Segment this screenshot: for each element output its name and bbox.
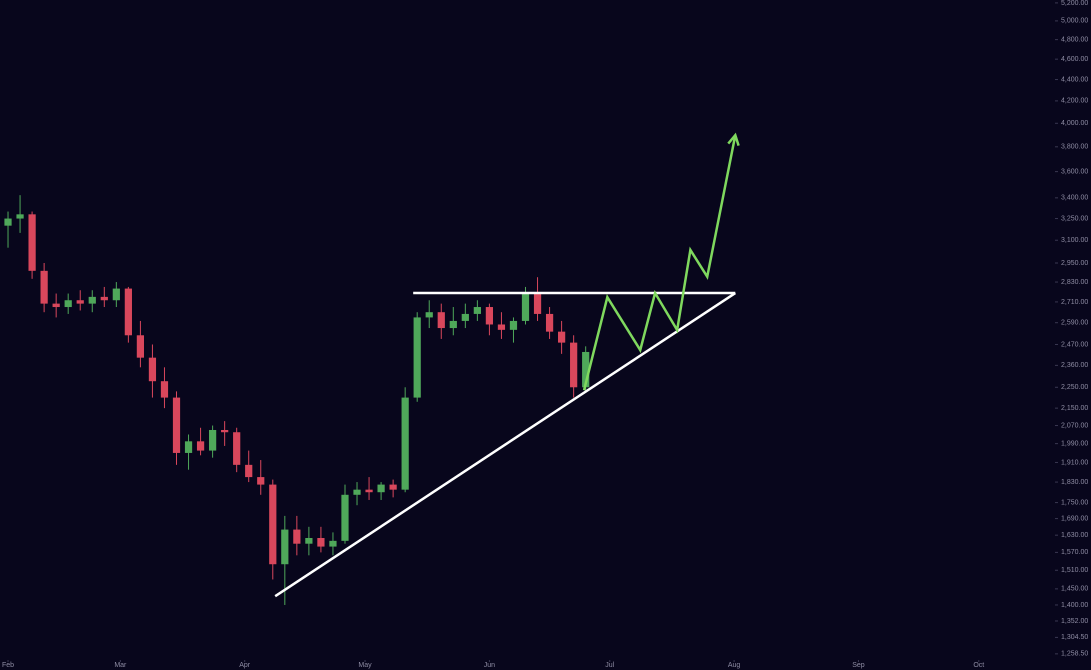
candle-body [100,296,108,301]
y-tick-label: 1,400.00 [1061,602,1088,609]
y-tick-label: 4,800.00 [1061,36,1088,43]
candle-body [570,342,578,388]
y-tick-label: 1,450.00 [1061,586,1088,593]
candle-body [533,293,542,314]
candle-body [449,320,457,329]
x-tick-label: Jun [484,662,495,669]
candle-body [305,538,313,544]
candle-body [413,317,421,398]
candle-body [341,494,349,541]
y-tick-label: 1,570.00 [1061,549,1088,556]
candle-body [245,464,253,478]
x-tick-label: Sep [852,662,865,669]
y-tick-label: 3,400.00 [1061,195,1088,202]
candle-body [52,303,60,308]
y-tick-label: 2,830.00 [1061,279,1088,286]
y-tick-label: 2,590.00 [1061,320,1088,327]
annotation-line [274,291,736,598]
candle-body [557,331,566,343]
candle-body [40,270,48,304]
candle-body [473,307,481,314]
candle-body [461,313,469,321]
y-tick-label: 2,470.00 [1061,341,1088,348]
candle-body [269,484,277,565]
candle-body [377,484,385,493]
y-tick-label: 3,600.00 [1061,168,1088,175]
candle-body [160,381,169,398]
candle-body [221,429,229,433]
candle-body [4,218,12,226]
y-tick-label: 1,690.00 [1061,515,1088,522]
y-tick-label: 2,950.00 [1061,260,1088,267]
candle-body [329,540,337,547]
candle-body [353,489,361,495]
y-tick-label: 4,200.00 [1061,98,1088,105]
y-tick-label: 1,258.50 [1061,651,1088,658]
y-tick-label: 1,304.50 [1061,634,1088,641]
candle-body [76,300,84,304]
y-tick-label: 2,070.00 [1061,422,1088,429]
candle-body [257,477,265,485]
candle-body [172,397,181,453]
y-tick-label: 2,250.00 [1061,384,1088,391]
y-tick-label: 1,830.00 [1061,479,1088,486]
y-tick-label: 4,400.00 [1061,76,1088,83]
y-tick-label: 1,910.00 [1061,459,1088,466]
y-tick-label: 2,150.00 [1061,405,1088,412]
candle-body [136,335,145,358]
candle-body [28,214,36,271]
y-tick-label: 3,800.00 [1061,144,1088,151]
y-tick-label: 5,200.00 [1061,0,1088,7]
y-tick-label: 1,630.00 [1061,532,1088,539]
y-tick-label: 1,510.00 [1061,567,1088,574]
candle-body [124,288,132,336]
y-tick-label: 1,750.00 [1061,499,1088,506]
candle-body [148,357,157,382]
y-tick-label: 1,990.00 [1061,440,1088,447]
candle-body [437,312,445,329]
y-tick-label: 3,250.00 [1061,215,1088,222]
candle-body [582,351,590,388]
candle-body [497,324,506,330]
candle-body [16,214,24,219]
candle-body [233,432,241,465]
candle-body [281,529,289,565]
x-tick-label: Jul [605,662,614,669]
candle-body [317,538,325,547]
candle-body [401,397,409,490]
y-tick-label: 4,600.00 [1061,56,1088,63]
candle-body [88,296,96,304]
annotation-line [582,134,737,391]
y-tick-label: 3,100.00 [1061,237,1088,244]
arrow-head [727,132,740,147]
x-tick-label: Apr [239,662,251,669]
y-tick-label: 5,000.00 [1061,18,1088,25]
x-tick-label: Feb [2,662,14,669]
candle-body [425,312,433,318]
x-tick-label: May [358,662,372,669]
candle-body [64,300,72,308]
y-tick-label: 2,710.00 [1061,299,1088,306]
candle-body [389,484,397,490]
x-tick-label: Aug [728,662,741,669]
y-tick-label: 2,360.00 [1061,362,1088,369]
y-tick-label: 1,352.00 [1061,618,1088,625]
candle-body [184,441,193,453]
candle-body [365,489,373,493]
candle-body [112,288,120,301]
candle-body [545,313,554,332]
candle-body [208,429,217,451]
x-tick-label: Mar [114,662,127,669]
y-tick-label: 4,000.00 [1061,120,1088,127]
candle-body [293,529,301,544]
candle-body [485,307,494,325]
candle-body [521,293,530,321]
x-tick-label: Oct [973,662,984,669]
candle-body [509,320,518,330]
candle-body [196,441,205,451]
